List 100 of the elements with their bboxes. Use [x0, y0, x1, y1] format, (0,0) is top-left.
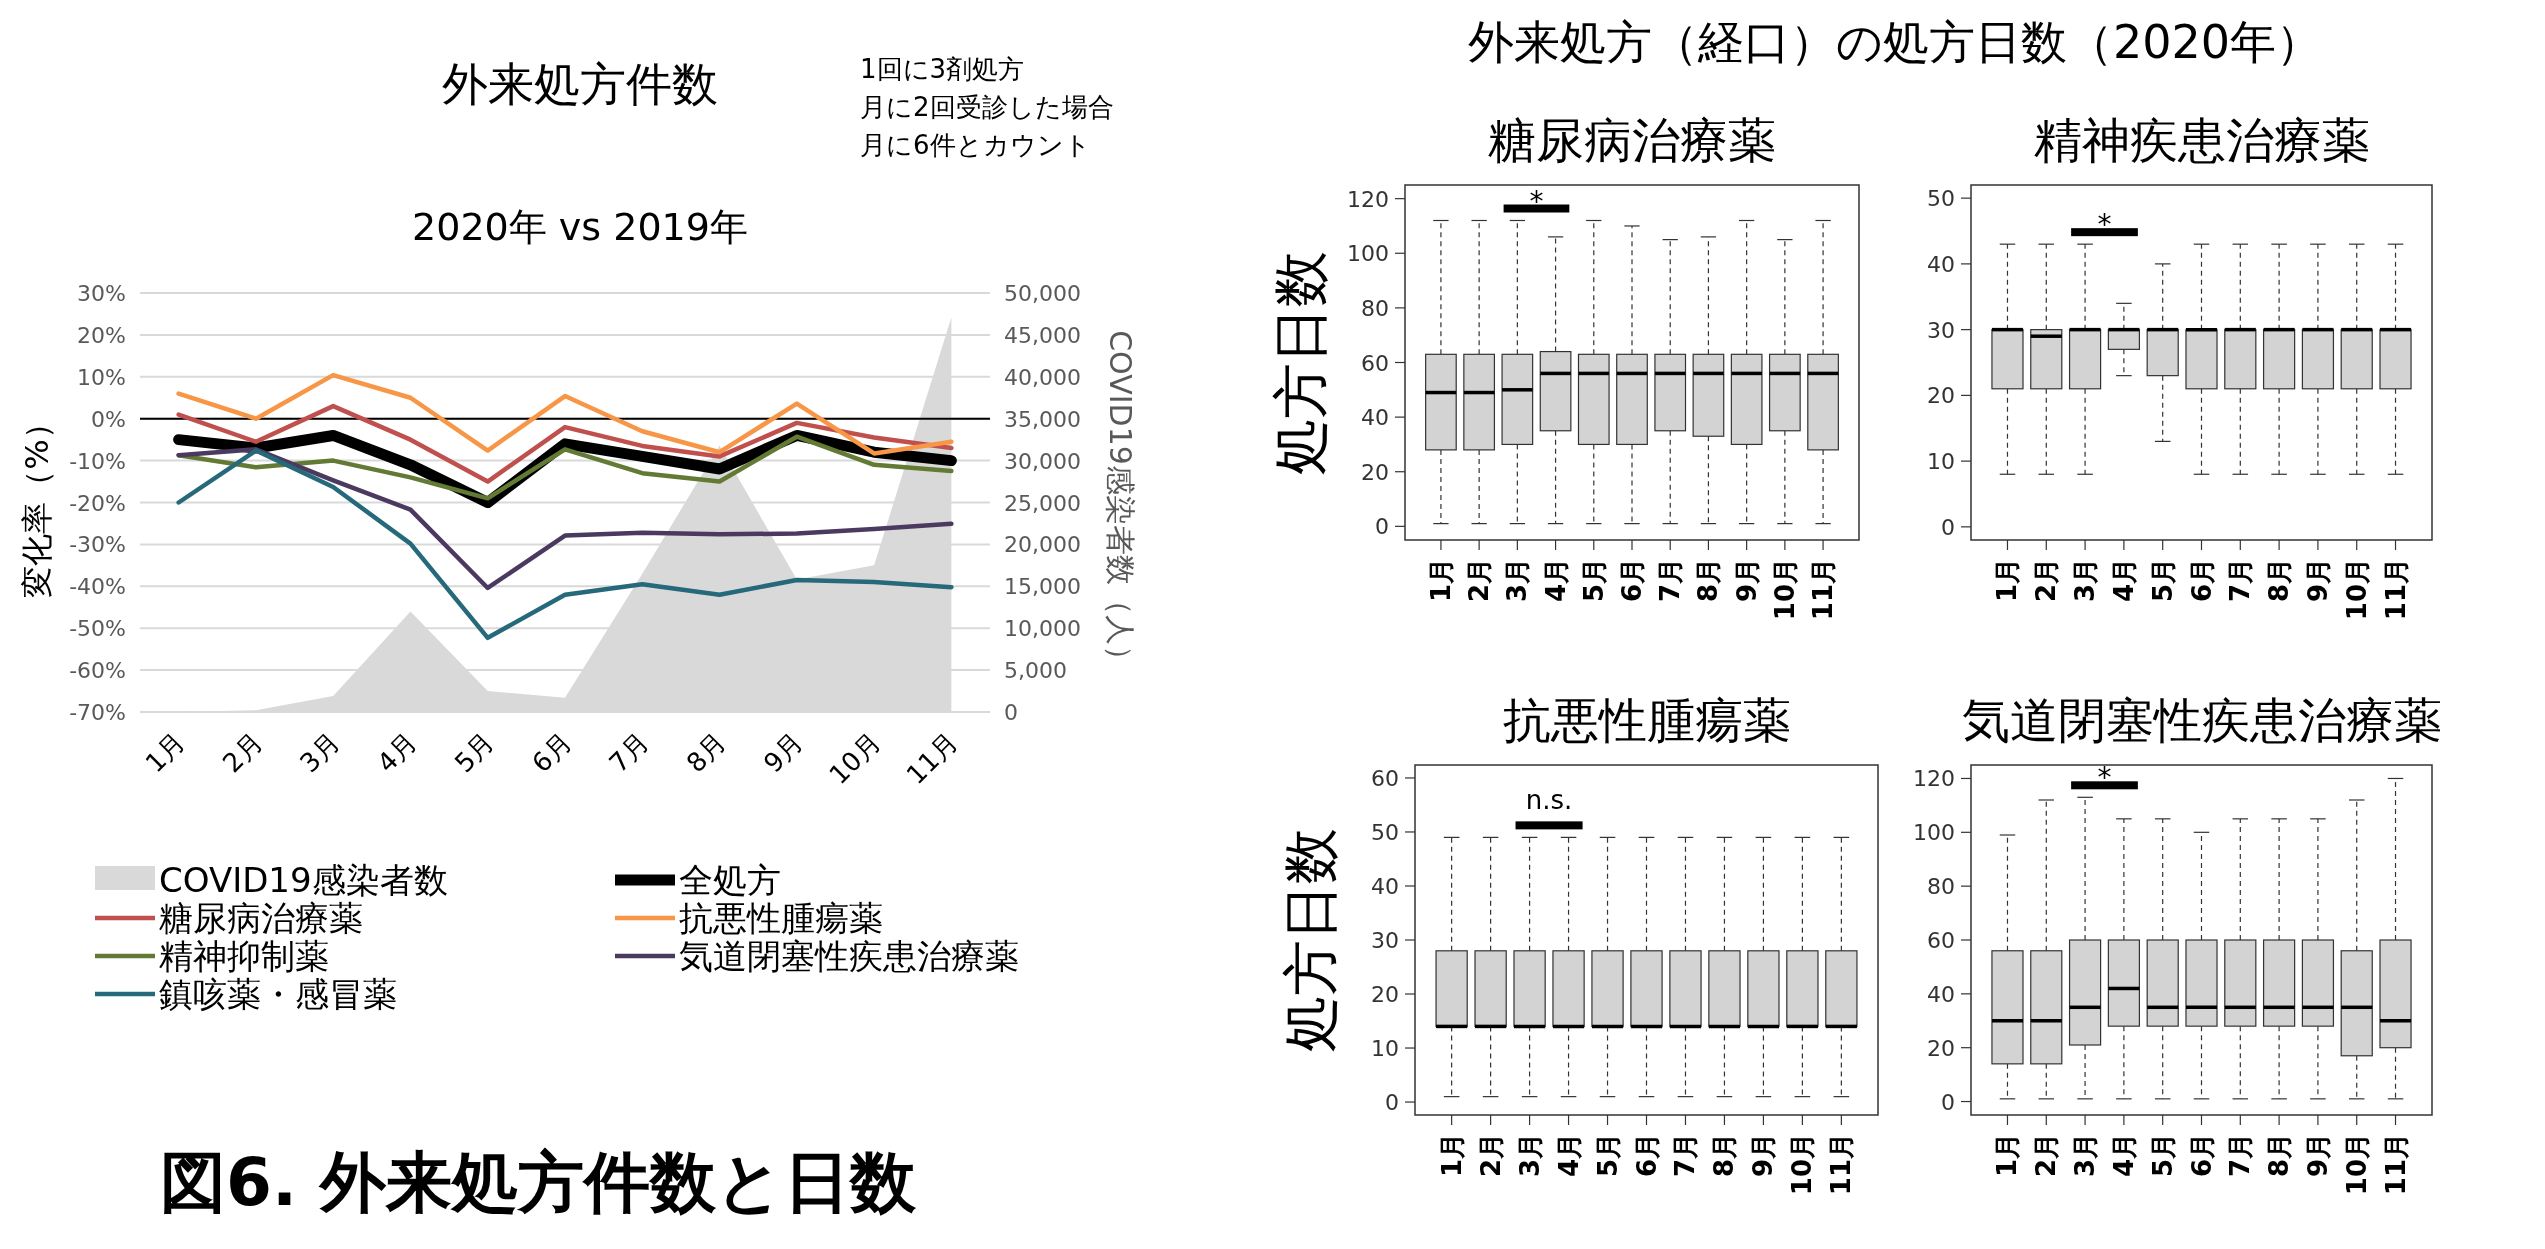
x-tick-label: 2月: [1475, 1133, 1506, 1178]
legend-label: 精神抑制薬: [159, 936, 329, 976]
x-tick-label: 4月: [2108, 1133, 2139, 1178]
x-tick-label: 9月: [757, 727, 810, 779]
x-tick-label: 3月: [1502, 558, 1533, 603]
y-tick-label: 30: [1371, 928, 1399, 953]
y-tick-label: 0%: [91, 406, 126, 432]
x-tick-label: 5月: [1592, 1133, 1623, 1178]
x-tick-label: 10月: [823, 727, 887, 791]
x-tick-label: 6月: [525, 727, 578, 779]
x-tick-label: 6月: [2186, 558, 2217, 603]
text: 月に2回受診した場合: [860, 92, 1114, 122]
x-tick-label: 3月: [294, 727, 346, 779]
chart-subtitle: 2020年 vs 2019年: [412, 205, 748, 249]
y-tick-label: -50%: [69, 616, 126, 642]
y-tick-label: 0: [1385, 1090, 1399, 1116]
y2-tick-label: 25,000: [1004, 490, 1081, 516]
y-tick-label: 0: [1941, 1089, 1955, 1115]
y2-tick-label: 50,000: [1004, 281, 1081, 306]
x-tick-label: 5月: [448, 727, 500, 779]
y2-tick-label: 35,000: [1004, 406, 1081, 432]
x-tick-label: 1月: [139, 727, 191, 779]
y-tick-label: 30: [1927, 317, 1955, 343]
annotation: *: [1529, 184, 1544, 218]
x-tick-label: 11月: [2380, 1133, 2411, 1196]
x-tick-label: 10月: [2341, 558, 2372, 621]
x-tick-label: 8月: [1709, 1133, 1740, 1178]
legend-label: 抗悪性腫瘍薬: [679, 898, 883, 938]
y-tick-label: 40: [1927, 981, 1955, 1007]
y-tick-label: 40: [1361, 405, 1389, 431]
y-tick-label: 80: [1361, 295, 1389, 321]
y-tick-label: -10%: [69, 448, 126, 474]
x-tick-label: 1月: [1992, 558, 2023, 603]
y-tick-label: 50: [1371, 819, 1399, 845]
x-tick-label: 5月: [2147, 558, 2178, 603]
y-tick-label: 10: [1927, 449, 1955, 475]
x-tick-label: 7月: [2225, 1133, 2256, 1178]
line-series: [176, 372, 954, 456]
y-tick-label: -70%: [69, 700, 126, 725]
y-tick-label: 10%: [77, 364, 126, 390]
x-tick-label: 7月: [2225, 558, 2256, 603]
legend-label: 鎮咳薬・感冒薬: [159, 974, 397, 1014]
y-tick-label: 30%: [77, 281, 126, 306]
y2-tick-label: 20,000: [1004, 532, 1081, 558]
y-tick-label: 20: [1371, 982, 1399, 1008]
x-tick-label: 3月: [1514, 1133, 1545, 1178]
y-tick-label: 120: [1347, 186, 1389, 212]
chart-title: 糖尿病治療薬: [1488, 112, 1776, 168]
x-tick-label: 3月: [2070, 1133, 2101, 1178]
y-tick-label: 40: [1371, 873, 1399, 899]
chart-title: 精神疾患治療薬: [2033, 112, 2370, 168]
x-tick-label: 9月: [1731, 558, 1762, 603]
x-tick-label: 2月: [2031, 1133, 2062, 1178]
x-tick-label: 3月: [2070, 558, 2101, 603]
x-tick-label: 9月: [1748, 1133, 1779, 1178]
text: 1回に3剤処方: [860, 54, 1025, 84]
x-tick-label: 5月: [2147, 1133, 2178, 1178]
y2-axis-title: COVID19感染者数（人）: [1103, 330, 1138, 675]
y-tick-label: 100: [1913, 820, 1955, 846]
x-tick-label: 1月: [1992, 1133, 2023, 1178]
x-tick-label: 11月: [900, 727, 964, 791]
line-series: [176, 434, 954, 501]
y-tick-label: -40%: [69, 574, 126, 600]
y2-tick-label: 45,000: [1004, 322, 1081, 348]
y-tick-label: 20: [1927, 1035, 1955, 1061]
x-tick-label: 2月: [1464, 558, 1495, 603]
line-series: [176, 403, 954, 484]
y-axis-title: 処方日数: [1268, 250, 1333, 475]
x-tick-label: 10月: [2341, 1133, 2372, 1196]
annotation: *: [2097, 761, 2112, 795]
x-tick-label: 11月: [2380, 558, 2411, 621]
y-tick-label: -30%: [69, 532, 126, 558]
y-tick-label: 50: [1927, 186, 1955, 212]
x-tick-label: 10月: [1787, 1133, 1818, 1196]
y-tick-label: 80: [1927, 874, 1955, 900]
chart-title: 外来処方件数: [442, 57, 718, 111]
y-axis-title: 処方日数: [1278, 828, 1343, 1052]
y-tick-label: 20%: [77, 322, 126, 348]
x-tick-label: 9月: [2302, 1133, 2333, 1178]
x-tick-label: 4月: [2108, 558, 2139, 603]
x-tick-label: 8月: [2264, 1133, 2295, 1178]
y-tick-label: 120: [1913, 766, 1955, 792]
annotation: *: [2097, 208, 2112, 242]
x-tick-label: 4月: [371, 727, 423, 779]
legend-label: 糖尿病治療薬: [159, 898, 363, 938]
x-tick-label: 7月: [603, 727, 655, 779]
y-tick-label: 100: [1347, 241, 1389, 267]
x-tick-label: 5月: [1578, 558, 1609, 603]
y-tick-label: 60: [1371, 765, 1399, 791]
y-tick-label: 0: [1941, 514, 1955, 540]
y-tick-label: 60: [1927, 928, 1955, 953]
y2-tick-label: 10,000: [1004, 616, 1081, 642]
legend-label: 全処方: [679, 860, 781, 900]
x-tick-label: 7月: [1655, 558, 1686, 603]
x-tick-label: 2月: [2031, 558, 2062, 603]
y-tick-label: 60: [1361, 350, 1389, 376]
y2-tick-label: 30,000: [1004, 448, 1081, 474]
line-series: [176, 448, 954, 641]
y2-tick-label: 40,000: [1004, 364, 1081, 390]
caption: 図6. 外来処方件数と日数: [160, 1144, 917, 1221]
